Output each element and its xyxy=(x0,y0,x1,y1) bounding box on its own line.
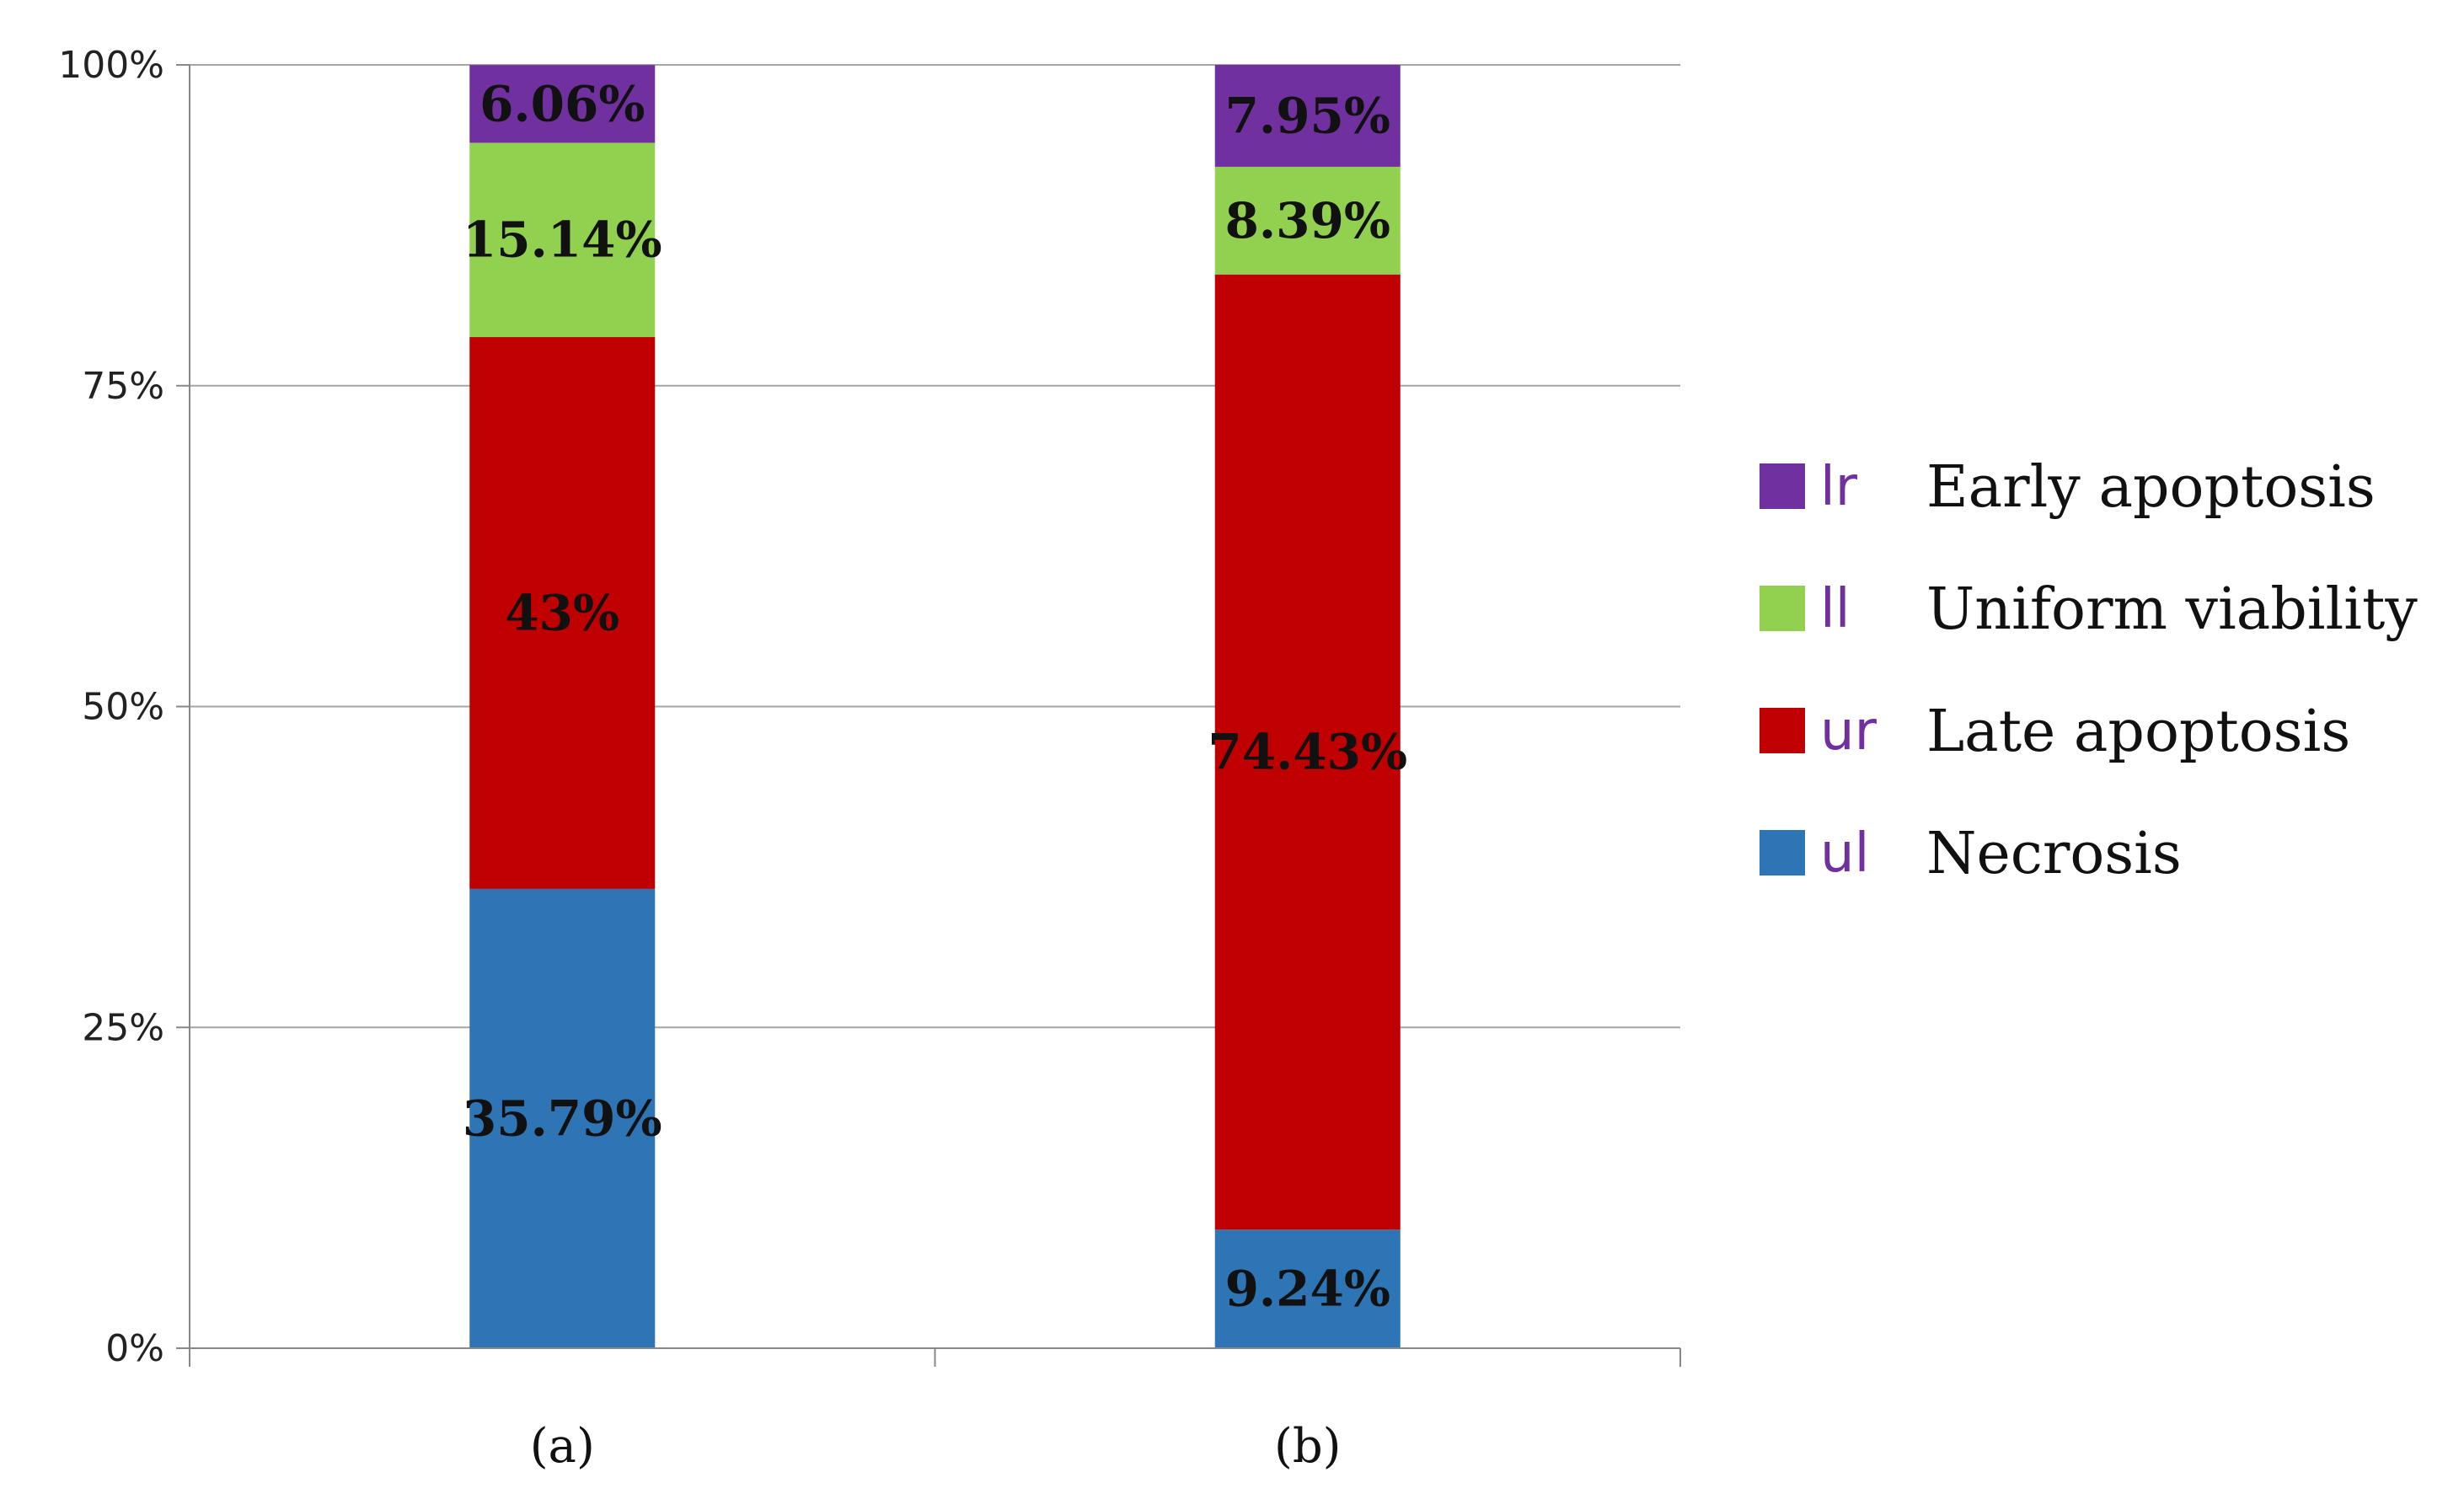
data-label-ll: 15.14% xyxy=(463,212,662,269)
legend-label: Early apoptosis xyxy=(1926,454,2376,521)
legend-swatch xyxy=(1760,586,1805,631)
bar-segment-ul xyxy=(1214,1229,1401,1348)
legend-swatch xyxy=(1760,708,1805,753)
gridlines xyxy=(190,64,1680,1349)
bar-segment-ur xyxy=(469,337,656,889)
y-tick-label: 0% xyxy=(105,1327,164,1370)
data-label-ul: 35.79% xyxy=(463,1090,662,1147)
data-label-lr: 7.95% xyxy=(1225,87,1390,144)
legend-label: Necrosis xyxy=(1926,821,2182,887)
bar-segment-ll xyxy=(469,142,656,338)
bars xyxy=(469,65,1401,1348)
data-label-lr: 6.06% xyxy=(479,75,645,132)
legend-code: ur xyxy=(1820,700,1877,763)
legend-item-ur: ur Late apoptosis xyxy=(1760,699,2350,765)
y-tick-label: 50% xyxy=(82,686,164,729)
legend-code: lr xyxy=(1820,456,1858,518)
y-tick-label: 25% xyxy=(82,1006,164,1049)
legend-label: Uniform viability xyxy=(1926,576,2418,643)
legend: lr Early apoptosis ll Uniform viability ur La… xyxy=(1760,454,2418,887)
legend-label: Late apoptosis xyxy=(1926,699,2350,765)
y-tick-label: 75% xyxy=(82,365,164,408)
axes: 0% 25% 50% 75% 100% (a) (b) xyxy=(58,44,1681,1474)
data-label-ll: 8.39% xyxy=(1225,192,1390,249)
data-label-ul: 9.24% xyxy=(1225,1261,1390,1318)
data-label-ur: 43% xyxy=(505,584,619,641)
data-label-ur: 74.43% xyxy=(1208,723,1407,780)
legend-item-ll: ll Uniform viability xyxy=(1760,576,2418,643)
bar-segment-lr xyxy=(469,65,656,143)
legend-swatch xyxy=(1760,463,1805,509)
data-labels: 35.79% 43% 15.14% 6.06% 9.24% 74.43% 8.39% 7.95… xyxy=(463,75,1407,1317)
bar-segment-lr xyxy=(1214,65,1401,167)
bar-segment-ll xyxy=(1214,166,1401,275)
legend-item-ul: ul Necrosis xyxy=(1760,821,2182,887)
y-tick-label: 100% xyxy=(58,44,164,87)
bar-segment-ul xyxy=(469,888,656,1348)
x-tick-label: (b) xyxy=(1274,1419,1342,1474)
legend-item-lr: lr Early apoptosis xyxy=(1760,454,2376,521)
bar-segment-ur xyxy=(1214,274,1401,1230)
legend-swatch xyxy=(1760,830,1805,876)
legend-code: ul xyxy=(1820,822,1869,885)
legend-code: ll xyxy=(1820,578,1851,640)
x-tick-label: (a) xyxy=(530,1419,595,1474)
